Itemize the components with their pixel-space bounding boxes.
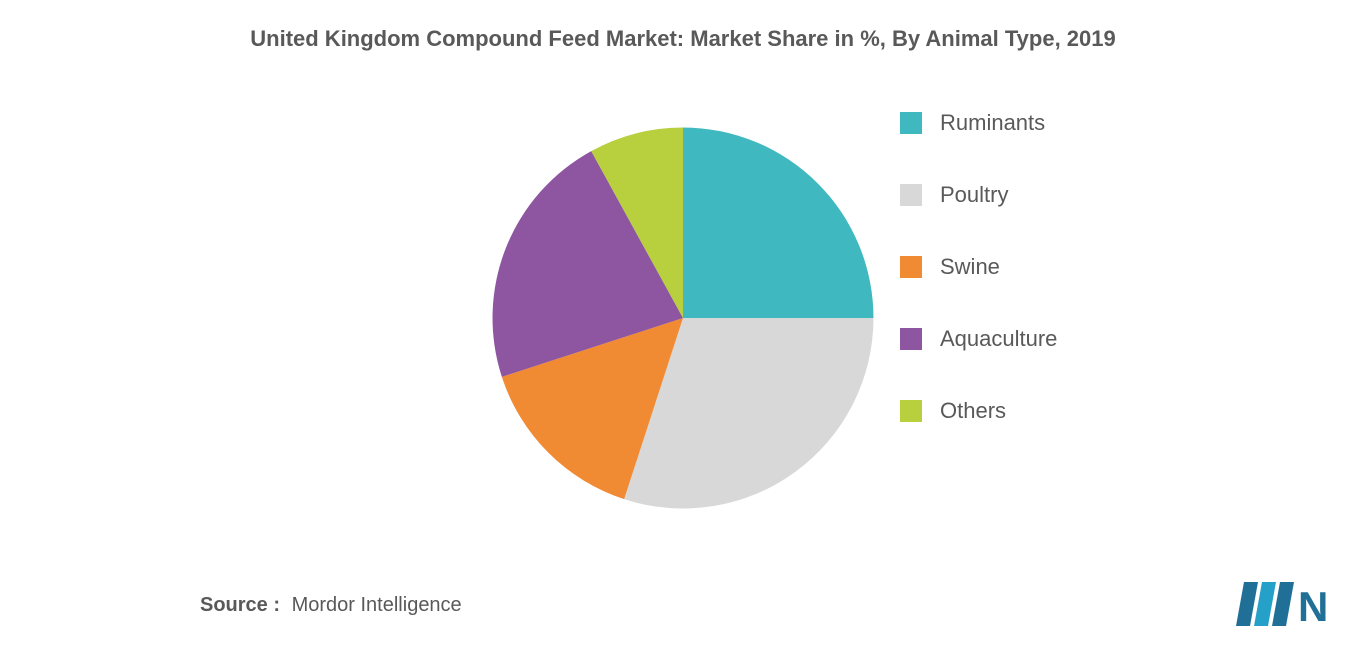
logo-bar <box>1254 582 1276 626</box>
legend-label: Aquaculture <box>940 326 1057 352</box>
legend-swatch <box>900 184 922 206</box>
logo-bar <box>1236 582 1258 626</box>
chart-title: United Kingdom Compound Feed Market: Mar… <box>0 0 1366 52</box>
legend-item: Poultry <box>900 182 1057 208</box>
legend-label: Ruminants <box>940 110 1045 136</box>
logo-text: N <box>1298 583 1326 630</box>
legend-swatch <box>900 112 922 134</box>
legend: Ruminants Poultry Swine Aquaculture Others <box>900 110 1057 424</box>
pie-svg <box>483 118 883 518</box>
logo-bar <box>1272 582 1294 626</box>
legend-item: Ruminants <box>900 110 1057 136</box>
legend-label: Others <box>940 398 1006 424</box>
source-value: Mordor Intelligence <box>292 594 462 616</box>
source-line: Source : Mordor Intelligence <box>200 594 462 617</box>
pie-chart <box>483 118 883 518</box>
legend-item: Others <box>900 398 1057 424</box>
legend-swatch <box>900 256 922 278</box>
brand-logo: N <box>1236 577 1326 631</box>
legend-swatch <box>900 400 922 422</box>
legend-item: Swine <box>900 254 1057 280</box>
source-label: Source : <box>200 594 280 616</box>
chart-area <box>0 80 1366 555</box>
legend-label: Swine <box>940 254 1000 280</box>
legend-label: Poultry <box>940 182 1008 208</box>
pie-slice <box>683 127 873 317</box>
legend-item: Aquaculture <box>900 326 1057 352</box>
legend-swatch <box>900 328 922 350</box>
